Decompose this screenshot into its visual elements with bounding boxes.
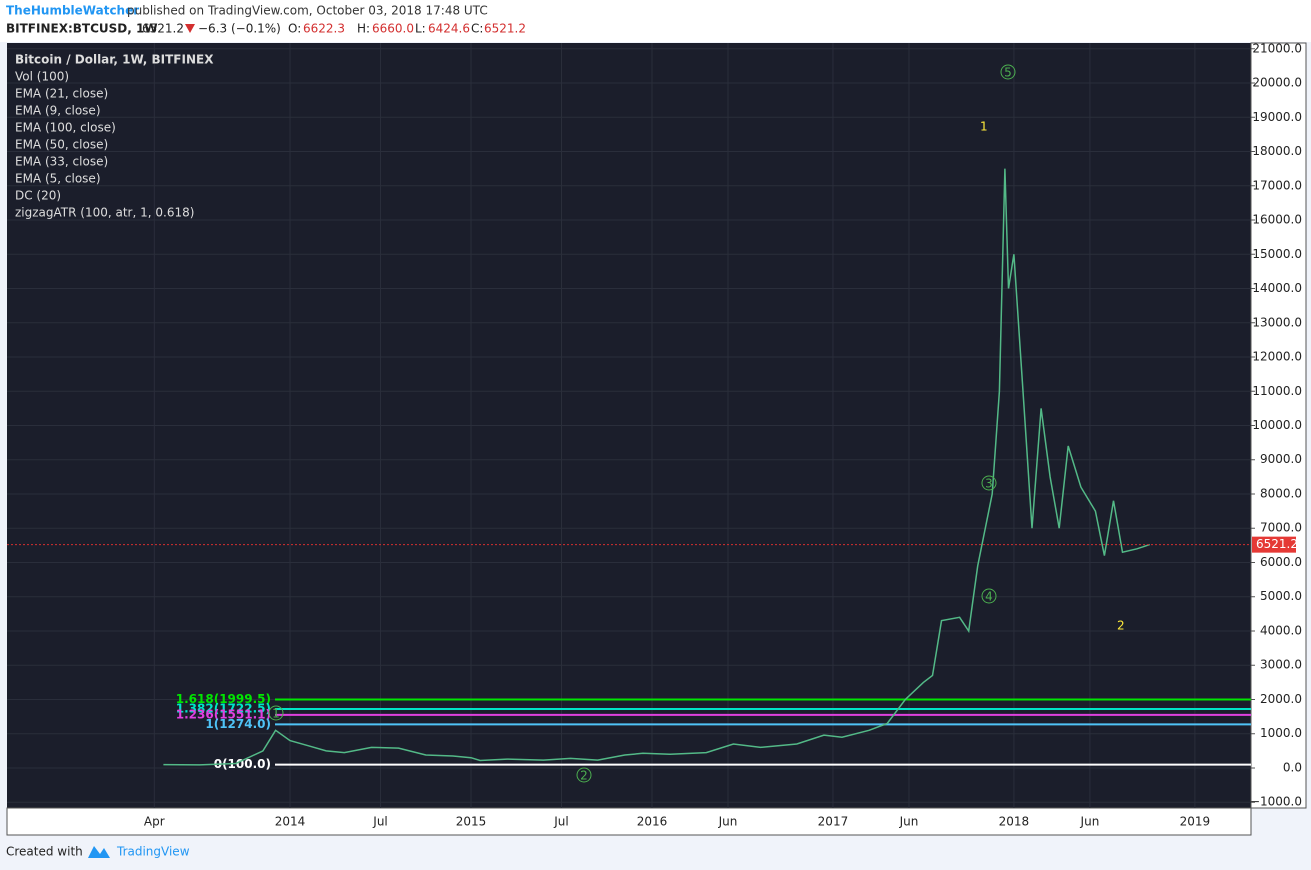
y-tick-label: 7000.0 bbox=[1260, 521, 1302, 535]
y-tick-label: 9000.0 bbox=[1260, 452, 1302, 466]
legend-indicator: Vol (100) bbox=[15, 70, 69, 84]
legend-indicator: EMA (21, close) bbox=[15, 87, 108, 101]
wave-circle bbox=[981, 475, 997, 491]
wave-circle bbox=[981, 588, 997, 604]
y-tick-label: 1000.0 bbox=[1260, 726, 1302, 740]
y-tick-label: 14000.0 bbox=[1252, 281, 1302, 295]
brand[interactable]: TradingView bbox=[116, 845, 190, 859]
price-tag bbox=[1252, 536, 1296, 553]
last-price: 6521.2 bbox=[142, 22, 184, 36]
x-tick-label: 2018 bbox=[999, 815, 1030, 829]
fib-label: 1.382(1722.5) bbox=[176, 702, 271, 716]
low: 6424.6 bbox=[428, 22, 470, 36]
wave-circle bbox=[576, 767, 592, 783]
wave-label: 4 bbox=[985, 590, 993, 604]
annotation: 1 bbox=[980, 120, 988, 134]
x-axis-bg bbox=[6, 807, 1252, 836]
close: 6521.2 bbox=[484, 22, 526, 36]
x-tick-label: 2015 bbox=[456, 815, 487, 829]
logo bbox=[88, 846, 110, 858]
legend-title: Bitcoin / Dollar, 1W, BITFINEX bbox=[15, 53, 214, 67]
y-tick-label: 12000.0 bbox=[1252, 350, 1302, 364]
y-tick-label: 4000.0 bbox=[1260, 623, 1302, 637]
x-tick-label: Jun bbox=[718, 815, 738, 829]
y-tick-label: 15000.0 bbox=[1252, 247, 1302, 261]
header-bg bbox=[0, 0, 1311, 42]
wave-circle bbox=[268, 705, 284, 721]
fib-label: 0(100.0) bbox=[214, 757, 271, 771]
low-label: L: bbox=[415, 22, 426, 36]
y-tick-label: 17000.0 bbox=[1252, 178, 1302, 192]
y-tick-label: 5000.0 bbox=[1260, 589, 1302, 603]
high: 6660.0 bbox=[372, 22, 414, 36]
wave-label: 2 bbox=[580, 769, 588, 783]
open: 6622.3 bbox=[303, 22, 345, 36]
wave-label: 1 bbox=[272, 707, 280, 721]
change: −6.3 (−0.1%) bbox=[198, 22, 281, 36]
wave-label: 5 bbox=[1004, 66, 1012, 80]
open-label: O: bbox=[288, 22, 301, 36]
x-tick-label: Jun bbox=[1080, 815, 1100, 829]
legend-indicator: EMA (100, close) bbox=[15, 121, 116, 135]
y-tick-label: 18000.0 bbox=[1252, 144, 1302, 158]
legend-indicator: EMA (50, close) bbox=[15, 138, 108, 152]
price-tag-label: 6521.2 bbox=[1256, 537, 1298, 551]
x-tick-label: 2019 bbox=[1180, 815, 1211, 829]
x-tick-label: Apr bbox=[144, 815, 165, 829]
fib-label: 1.236(1551.1) bbox=[176, 707, 271, 721]
published: published on TradingView.com, October 03… bbox=[127, 4, 488, 18]
y-tick-label: 0.0 bbox=[1283, 760, 1302, 774]
legend-indicator: DC (20) bbox=[15, 189, 61, 203]
y-tick-label: 13000.0 bbox=[1252, 315, 1302, 329]
x-tick-label: 2016 bbox=[637, 815, 668, 829]
symbol: BITFINEX:BTCUSD, 1W bbox=[6, 22, 158, 36]
legend-indicator: EMA (33, close) bbox=[15, 155, 108, 169]
created-with: Created with bbox=[6, 845, 83, 859]
author[interactable]: TheHumbleWatcher bbox=[6, 4, 139, 18]
wave-circle bbox=[1000, 64, 1016, 80]
y-tick-label: 19000.0 bbox=[1252, 110, 1302, 124]
y-tick-label: −1000.0 bbox=[1250, 795, 1302, 809]
high-label: H: bbox=[357, 22, 370, 36]
footer: Created with TradingView bbox=[6, 845, 190, 859]
x-tick-label: 2014 bbox=[275, 815, 306, 829]
y-tick-label: 10000.0 bbox=[1252, 418, 1302, 432]
down-arrow bbox=[185, 24, 195, 33]
legend-indicator: EMA (5, close) bbox=[15, 172, 101, 186]
fib-label: 1.618(1999.5) bbox=[176, 692, 271, 706]
x-tick-label: Jul bbox=[553, 815, 568, 829]
annotation: 2 bbox=[1117, 619, 1125, 633]
y-tick-label: 20000.0 bbox=[1252, 76, 1302, 90]
wave-label: 3 bbox=[985, 477, 993, 491]
header: TheHumbleWatcher published on TradingVie… bbox=[6, 4, 526, 36]
fib-label: 1(1274.0) bbox=[205, 717, 271, 731]
y-tick-label: 16000.0 bbox=[1252, 213, 1302, 227]
plot-area: 1.618(1999.5)1.382(1722.5)1.236(1551.1)1… bbox=[7, 43, 1251, 808]
close-label: C: bbox=[471, 22, 483, 36]
x-tick-label: 2017 bbox=[818, 815, 849, 829]
y-tick-label: 8000.0 bbox=[1260, 486, 1302, 500]
y-tick-label: 21000.0 bbox=[1252, 41, 1302, 55]
legend-indicator: zigzagATR (100, atr, 1, 0.618) bbox=[15, 206, 194, 220]
y-axis-bg bbox=[1250, 42, 1307, 809]
y-tick-label: 3000.0 bbox=[1260, 658, 1302, 672]
x-tick-label: Jun bbox=[899, 815, 919, 829]
x-tick-label: Jul bbox=[372, 815, 387, 829]
y-tick-label: 6000.0 bbox=[1260, 555, 1302, 569]
legend-indicator: EMA (9, close) bbox=[15, 104, 101, 118]
y-tick-label: 2000.0 bbox=[1260, 692, 1302, 706]
y-tick-label: 11000.0 bbox=[1252, 384, 1302, 398]
price-line bbox=[163, 168, 1150, 766]
